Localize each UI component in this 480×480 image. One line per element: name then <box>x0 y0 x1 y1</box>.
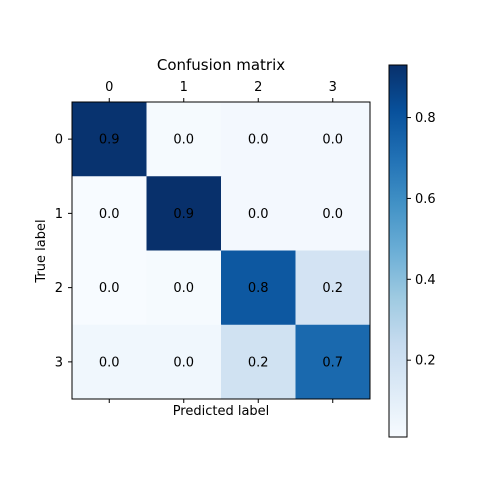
cell-label-2-1: 0.0 <box>173 281 194 296</box>
heatmap-cell-2-3 <box>295 250 371 326</box>
heatmap-cell-2-1 <box>146 250 222 326</box>
y-tick-label-0: 0 <box>55 133 63 148</box>
y-tick-label-3: 3 <box>55 355 63 370</box>
chart-title: Confusion matrix <box>157 56 285 74</box>
cell-label-1-3: 0.0 <box>322 207 343 222</box>
x-tick-label-3: 3 <box>329 80 337 95</box>
colorbar-tick-label-3: 0.8 <box>415 111 436 126</box>
cell-label-0-1: 0.0 <box>173 133 194 148</box>
x-ticks: 0 1 2 3 <box>105 80 337 403</box>
cell-label-3-1: 0.0 <box>173 355 194 370</box>
heatmap-cell-3-3 <box>295 324 371 400</box>
heatmap-frame <box>71 101 371 400</box>
heatmap-cell-0-1 <box>146 102 222 177</box>
x-tick-label-1: 1 <box>180 80 188 95</box>
heatmap-cell-1-0 <box>72 176 147 251</box>
heatmap-cell-3-1 <box>146 324 222 400</box>
x-axis-label: Predicted label <box>173 404 270 419</box>
heatmap-cell-2-2 <box>221 250 296 326</box>
cell-label-1-1: 0.9 <box>173 207 194 222</box>
colorbar-tick-label-1: 0.4 <box>415 273 436 288</box>
heatmap-cell-1-1 <box>146 176 222 251</box>
cell-label-0-3: 0.0 <box>322 133 343 148</box>
colorbar-ticks: 0.2 0.4 0.6 0.8 <box>407 111 436 369</box>
y-tick-label-2: 2 <box>55 281 63 296</box>
cell-label-2-0: 0.0 <box>99 281 120 296</box>
cell-label-3-0: 0.0 <box>99 355 120 370</box>
cell-label-2-3: 0.2 <box>322 281 343 296</box>
cell-label-0-0: 0.9 <box>99 133 120 148</box>
cell-label-1-2: 0.0 <box>248 207 269 222</box>
heatmap-cells <box>72 102 371 400</box>
heatmap-cell-0-3 <box>295 102 371 177</box>
colorbar-tick-label-2: 0.6 <box>415 192 436 207</box>
y-axis-label: True label <box>34 219 49 283</box>
heatmap-cell-0-0 <box>72 102 147 177</box>
x-tick-label-2: 2 <box>254 80 262 95</box>
heatmap-cell-3-0 <box>72 324 147 400</box>
y-ticks: 0 1 2 3 <box>55 133 72 370</box>
heatmap-cell-2-0 <box>72 250 147 326</box>
cell-label-3-2: 0.2 <box>248 355 269 370</box>
cell-label-2-2: 0.8 <box>248 281 269 296</box>
colorbar-tick-label-0: 0.2 <box>415 354 436 369</box>
heatmap-cell-1-2 <box>221 176 296 251</box>
heatmap-cell-1-3 <box>295 176 371 251</box>
cell-labels: 0.9 0.0 0.0 0.0 0.0 0.9 0.0 0.0 0.0 0.0 0.8 0.2 0.0 0… <box>99 133 343 371</box>
cell-label-3-3: 0.7 <box>322 355 343 370</box>
colorbar <box>388 64 408 438</box>
x-tick-label-0: 0 <box>105 80 113 95</box>
cell-label-1-0: 0.0 <box>99 207 120 222</box>
heatmap-cell-3-2 <box>221 324 296 400</box>
y-tick-label-1: 1 <box>55 207 63 222</box>
heatmap-cell-0-2 <box>221 102 296 177</box>
cell-label-0-2: 0.0 <box>248 133 269 148</box>
